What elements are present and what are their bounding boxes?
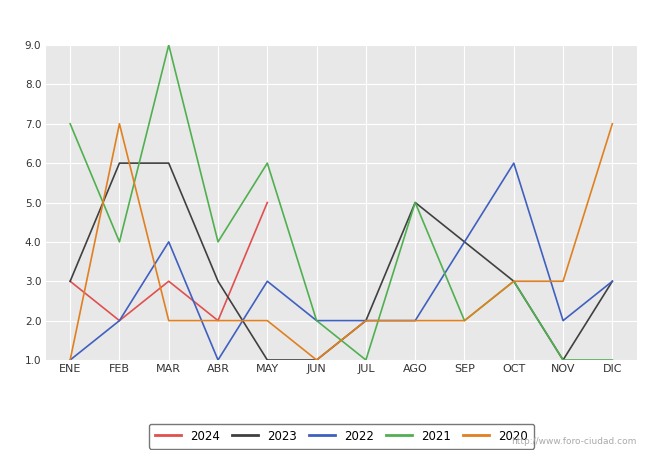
2022: [362, 318, 370, 323]
2021: [214, 239, 222, 245]
2021: [116, 239, 124, 245]
Legend: 2024, 2023, 2022, 2021, 2020: 2024, 2023, 2022, 2021, 2020: [149, 424, 534, 449]
2023: [66, 279, 74, 284]
2021: [313, 318, 320, 323]
2023: [313, 357, 320, 363]
2023: [165, 161, 173, 166]
2023: [608, 279, 616, 284]
2023: [362, 318, 370, 323]
2021: [165, 42, 173, 48]
2022: [116, 318, 124, 323]
2020: [66, 357, 74, 363]
2022: [461, 239, 469, 245]
2023: [214, 279, 222, 284]
2020: [461, 318, 469, 323]
Line: 2020: 2020: [70, 124, 612, 360]
2020: [214, 318, 222, 323]
2020: [559, 279, 567, 284]
2022: [66, 357, 74, 363]
2021: [608, 357, 616, 363]
Text: Matriculaciones de Vehiculos en Belalcázar: Matriculaciones de Vehiculos en Belalcáz…: [146, 11, 504, 29]
2021: [66, 121, 74, 126]
2020: [116, 121, 124, 126]
2023: [559, 357, 567, 363]
2022: [411, 318, 419, 323]
2020: [608, 121, 616, 126]
2022: [510, 161, 517, 166]
2020: [510, 279, 517, 284]
2022: [608, 279, 616, 284]
2020: [263, 318, 271, 323]
2021: [411, 200, 419, 205]
2022: [263, 279, 271, 284]
2022: [559, 318, 567, 323]
2021: [510, 279, 517, 284]
2020: [362, 318, 370, 323]
2023: [510, 279, 517, 284]
2023: [411, 200, 419, 205]
2023: [263, 357, 271, 363]
2022: [165, 239, 173, 245]
Line: 2022: 2022: [70, 163, 612, 360]
2021: [461, 318, 469, 323]
2023: [116, 161, 124, 166]
Text: http://www.foro-ciudad.com: http://www.foro-ciudad.com: [512, 436, 637, 446]
2020: [313, 357, 320, 363]
Line: 2021: 2021: [70, 45, 612, 360]
2020: [165, 318, 173, 323]
2022: [214, 357, 222, 363]
2021: [559, 357, 567, 363]
2021: [263, 161, 271, 166]
2020: [411, 318, 419, 323]
2023: [461, 239, 469, 245]
2022: [313, 318, 320, 323]
Line: 2023: 2023: [70, 163, 612, 360]
2021: [362, 357, 370, 363]
